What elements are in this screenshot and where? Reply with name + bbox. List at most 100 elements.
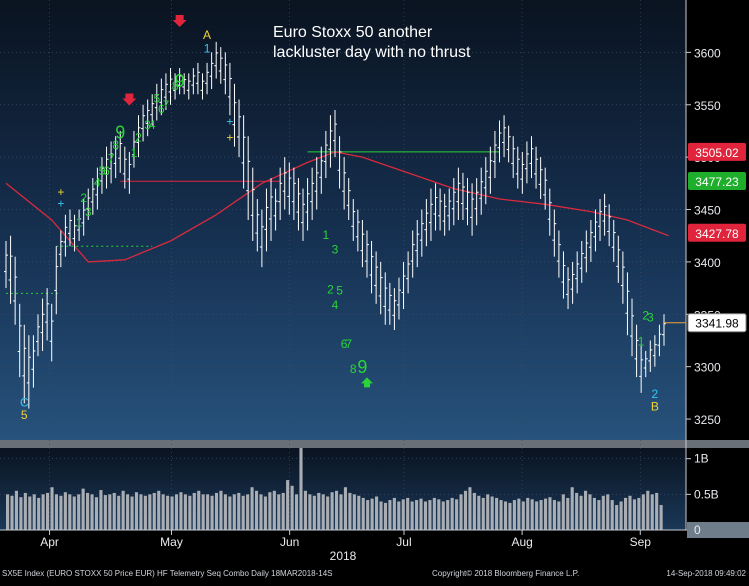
y-tick-label: 3600 [694, 46, 721, 60]
sequence-label: 4 [332, 298, 339, 312]
price-bar [227, 62, 232, 116]
sequence-label: 5 [336, 283, 343, 297]
volume-bar [343, 487, 348, 530]
volume-bar [317, 492, 321, 530]
price-bar [488, 146, 493, 194]
price-bar [113, 136, 118, 179]
volume-bar [628, 495, 632, 530]
volume-bar [223, 494, 227, 530]
volume-bar [303, 490, 307, 530]
price-bar [195, 62, 200, 95]
volume-bar [650, 494, 654, 530]
price-bar [255, 199, 260, 252]
green-level-label: 3477.23 [695, 175, 739, 189]
sequence-label: 3 [144, 118, 151, 132]
volume-bar [472, 492, 476, 530]
volume-bar [232, 494, 236, 530]
volume-bar [112, 492, 116, 530]
ma-level-label: 3505.02 [695, 146, 739, 160]
volume-bar [272, 490, 276, 530]
sequence-label: A [203, 28, 211, 42]
x-year-label: 2018 [330, 549, 357, 563]
volume-bar [219, 490, 223, 530]
price-bar [154, 83, 159, 121]
price-bar [13, 256, 18, 325]
volume-bar [437, 499, 441, 530]
price-bar [355, 209, 360, 252]
volume-bar [375, 496, 379, 530]
volume-bar [588, 494, 592, 530]
sequence-label: C [20, 395, 29, 409]
volume-bar [610, 500, 614, 530]
volume-bar [383, 502, 388, 530]
volume-bar [499, 500, 503, 530]
volume-bar [161, 494, 165, 530]
volume-bar [512, 500, 516, 530]
volume-bar [495, 497, 499, 530]
sequence-label: + [226, 115, 233, 129]
volume-bar [357, 495, 361, 530]
footer-source: SX5E Index (EURO STOXX 50 Price EUR) HF … [2, 569, 333, 578]
price-bar [342, 157, 347, 210]
price-bar [95, 167, 100, 210]
footer-timestamp: 14-Sep-2018 09:49:02 [666, 569, 746, 578]
moving-average-line [5, 151, 669, 263]
sequence-label: 6 [158, 102, 165, 116]
price-bar [223, 52, 228, 95]
volume-bar [94, 497, 99, 530]
volume-bar [312, 495, 316, 530]
volume-bar [28, 496, 32, 530]
volume-bar [361, 497, 365, 530]
price-bar [566, 267, 571, 310]
x-tick-label: Apr [40, 535, 59, 549]
sequence-label: 2 [642, 309, 649, 323]
volume-bar [401, 499, 405, 530]
price-bar [383, 272, 388, 325]
price-bar [145, 99, 150, 137]
price-bar [22, 324, 27, 404]
volume-bar [566, 497, 570, 530]
volume-bar [210, 495, 214, 530]
volume-bar [281, 492, 285, 530]
price-bar [200, 73, 205, 100]
volume-bar [392, 497, 396, 530]
price-bar [104, 146, 109, 189]
price-bar [451, 178, 456, 226]
price-bar [442, 193, 447, 236]
price-bar [209, 52, 214, 90]
volume-bar [615, 505, 619, 530]
volume-bar [130, 496, 134, 530]
volume-bar [503, 501, 508, 530]
sequence-label: 9 [175, 71, 185, 91]
price-bar [259, 209, 264, 268]
price-bar [360, 220, 365, 268]
volume-zero-box [687, 522, 749, 538]
price-bar [543, 167, 548, 210]
sequence-label: 6 [341, 337, 348, 351]
x-tick-label: Sep [630, 535, 652, 549]
price-bar [611, 220, 616, 262]
sequence-label: 8 [350, 362, 357, 376]
price-bar [552, 209, 557, 257]
price-bar [4, 240, 8, 289]
sequence-label: 1 [323, 228, 330, 242]
volume-bar [490, 496, 494, 530]
volume-bar [366, 500, 370, 530]
price-bar [511, 136, 516, 179]
price-bar [246, 136, 251, 220]
volume-bar [183, 494, 187, 530]
x-tick-label: May [160, 535, 183, 549]
buy-arrow [360, 377, 373, 388]
price-bar [269, 178, 274, 241]
volume-bar [268, 492, 272, 530]
panel-divider[interactable] [0, 440, 749, 448]
price-bar [424, 199, 429, 247]
price-bar [369, 240, 374, 294]
volume-bar [406, 497, 410, 530]
volume-tick-label: 0.5B [694, 487, 719, 501]
sequence-label: B [651, 400, 659, 414]
price-bar [58, 230, 63, 268]
chart-title-line: lackluster day with no thrust [273, 44, 471, 61]
volume-bar [241, 495, 245, 530]
price-bar [593, 209, 598, 252]
